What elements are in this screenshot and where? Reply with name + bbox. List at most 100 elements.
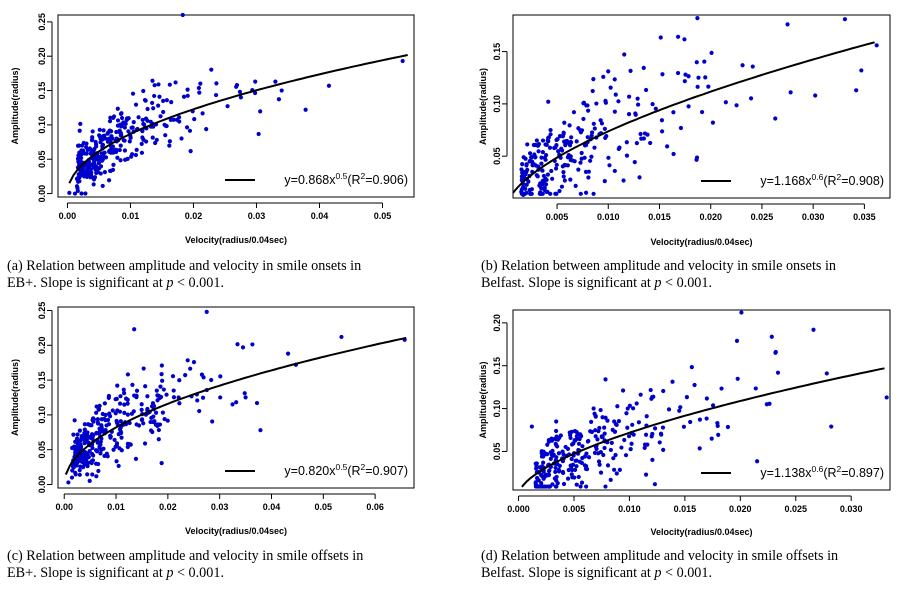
data-point (121, 387, 126, 392)
data-point (562, 120, 567, 125)
data-point (594, 446, 599, 452)
data-point (586, 455, 592, 460)
data-point (81, 464, 86, 470)
data-point (171, 388, 176, 393)
data-point (552, 145, 557, 151)
data-point (622, 437, 627, 443)
caption-a-line2: EB+. Slope is significant at (7, 275, 167, 291)
data-point (635, 102, 641, 107)
data-point (167, 139, 172, 144)
data-point (114, 418, 119, 424)
x-axis-title: Velocity(radius/0.04sec) (185, 526, 287, 536)
data-point (596, 459, 602, 464)
data-point (632, 160, 637, 165)
data-point (160, 378, 165, 383)
data-point (592, 411, 597, 416)
caption-b-line1: (b) Relation between amplitude and veloc… (481, 258, 836, 274)
data-point (589, 130, 595, 135)
data-point (132, 327, 137, 332)
fit-curve (512, 41, 875, 194)
data-point (521, 192, 526, 197)
legend-label: y=1.168x0.6(R2=0.908) (760, 172, 884, 188)
data-point (218, 395, 223, 400)
data-point (764, 402, 769, 407)
data-point (536, 149, 541, 154)
data-point (634, 141, 639, 146)
data-point (613, 92, 618, 97)
data-point (111, 115, 116, 120)
data-point (580, 444, 585, 449)
data-point (574, 482, 579, 487)
data-point (657, 440, 662, 445)
data-point (615, 404, 620, 409)
data-point (556, 149, 561, 154)
data-point (106, 422, 112, 427)
data-point (158, 114, 163, 119)
data-point (177, 115, 182, 120)
y-tick-label: 0.05 (492, 147, 502, 165)
data-point (151, 419, 156, 425)
data-point (115, 106, 120, 111)
data-point (553, 465, 558, 471)
data-point (703, 75, 708, 80)
data-point (112, 437, 117, 443)
data-point (82, 422, 87, 427)
data-point (125, 401, 130, 406)
data-point (584, 484, 589, 489)
plot-frame (57, 14, 415, 198)
data-point (160, 410, 166, 415)
data-point (734, 103, 739, 108)
y-axis-title: Amplitude(radius) (478, 361, 488, 438)
data-point (113, 411, 118, 416)
data-point (258, 428, 263, 433)
data-point (159, 461, 164, 466)
data-point (540, 150, 545, 155)
data-point (653, 106, 658, 111)
data-point (559, 146, 564, 151)
data-point (165, 418, 170, 423)
data-point (89, 138, 95, 143)
data-point (125, 372, 131, 377)
data-point (773, 116, 778, 121)
data-point (649, 434, 654, 439)
data-point (90, 451, 95, 457)
data-point (82, 427, 87, 432)
data-point (570, 158, 575, 163)
data-point (225, 104, 230, 109)
data-point (576, 474, 581, 480)
data-point (111, 162, 116, 167)
data-point (100, 142, 106, 148)
data-point (84, 432, 90, 437)
x-tick-label: 0.005 (546, 212, 569, 222)
data-point (554, 142, 559, 148)
data-point (84, 440, 89, 445)
data-point (183, 373, 188, 378)
data-point (94, 410, 99, 415)
x-axis-title: Velocity(radius/0.04sec) (650, 237, 752, 247)
y-tick-label: 0.00 (37, 185, 47, 203)
legend-superscript: 0.6 (811, 464, 823, 474)
data-point (99, 154, 104, 160)
y-tick-label: 0.00 (37, 476, 47, 494)
data-point (527, 151, 533, 156)
data-point (675, 34, 681, 39)
data-point (573, 183, 578, 188)
data-point (141, 366, 146, 371)
data-point (658, 431, 664, 436)
x-tick-label: 0.015 (674, 504, 697, 514)
data-point (163, 133, 168, 138)
data-point (589, 419, 594, 425)
data-point (577, 436, 582, 442)
chart-panel-d: 0.000 0.005 0.010 0.015 0.020 0.025 0.030 0.05 0… (470, 296, 905, 546)
data-point (716, 432, 721, 438)
data-point (638, 392, 643, 397)
data-point (156, 393, 161, 398)
legend-superscript: 2 (837, 172, 842, 182)
data-point (145, 106, 150, 112)
y-tick-label: 0.20 (37, 47, 47, 65)
data-point (678, 405, 683, 410)
data-point (253, 79, 258, 84)
data-point (102, 401, 107, 406)
caption-c: (c) Relation between amplitude and veloc… (7, 548, 427, 582)
data-point (603, 377, 608, 382)
